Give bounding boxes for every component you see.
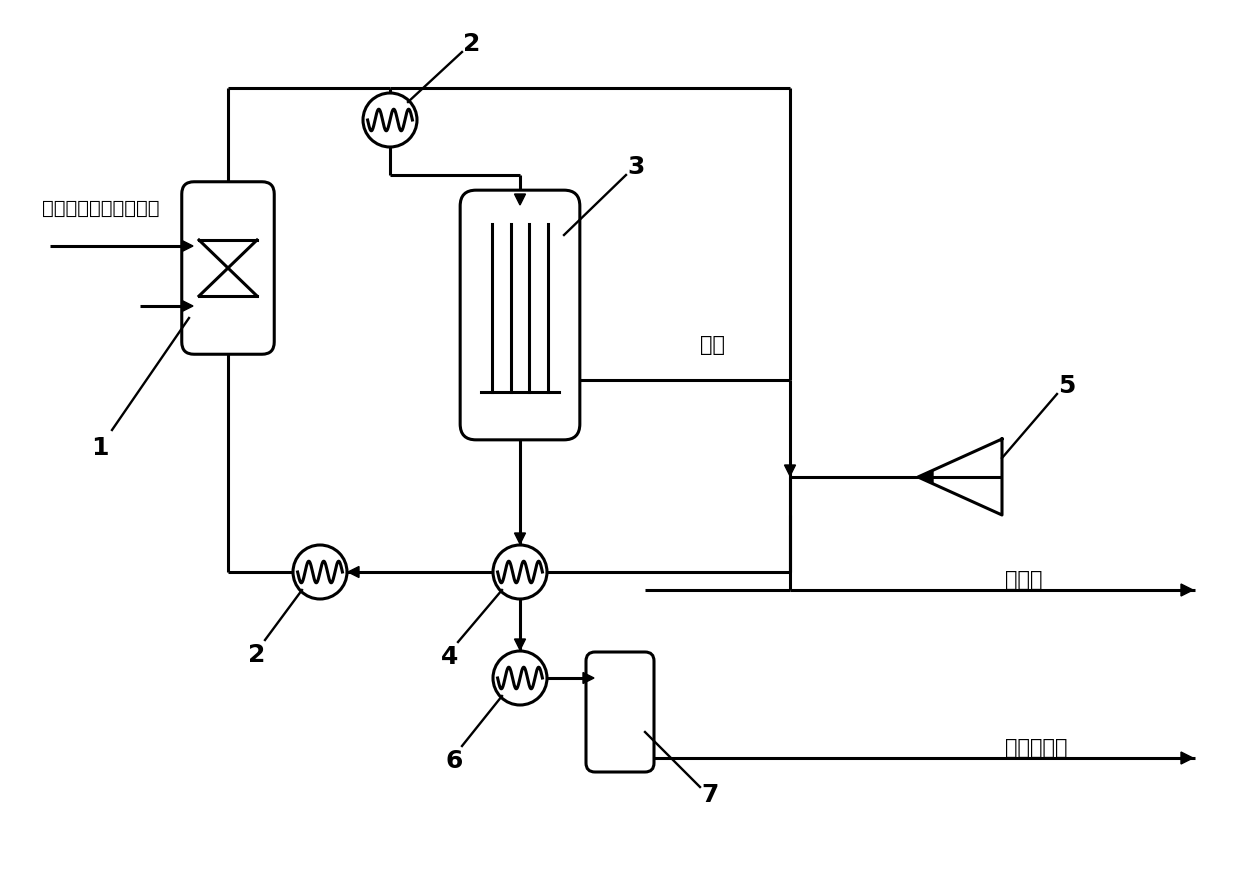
Polygon shape (920, 470, 932, 483)
Text: 5: 5 (1058, 374, 1075, 398)
Polygon shape (515, 194, 526, 205)
Polygon shape (785, 465, 796, 476)
Text: 氢气: 氢气 (701, 335, 725, 355)
Polygon shape (1180, 584, 1193, 596)
Text: 2: 2 (464, 32, 481, 56)
Text: 3: 3 (627, 155, 645, 179)
Text: 草酸二甲酯合成副产物: 草酸二甲酯合成副产物 (42, 199, 160, 218)
Text: 4: 4 (441, 645, 459, 669)
Text: 1: 1 (92, 436, 109, 460)
FancyBboxPatch shape (587, 652, 653, 772)
Polygon shape (583, 673, 594, 683)
Text: 7: 7 (702, 783, 719, 807)
Polygon shape (182, 301, 193, 311)
Text: 驰放气: 驰放气 (1004, 570, 1043, 590)
Polygon shape (348, 566, 360, 577)
Text: 2: 2 (248, 643, 265, 667)
Polygon shape (1180, 752, 1193, 764)
Polygon shape (515, 533, 526, 544)
FancyBboxPatch shape (182, 182, 274, 354)
FancyBboxPatch shape (460, 190, 580, 440)
Text: 液相粗甲醇: 液相粗甲醇 (1004, 738, 1068, 758)
Polygon shape (182, 241, 193, 252)
Polygon shape (515, 639, 526, 650)
Text: 6: 6 (445, 749, 463, 773)
